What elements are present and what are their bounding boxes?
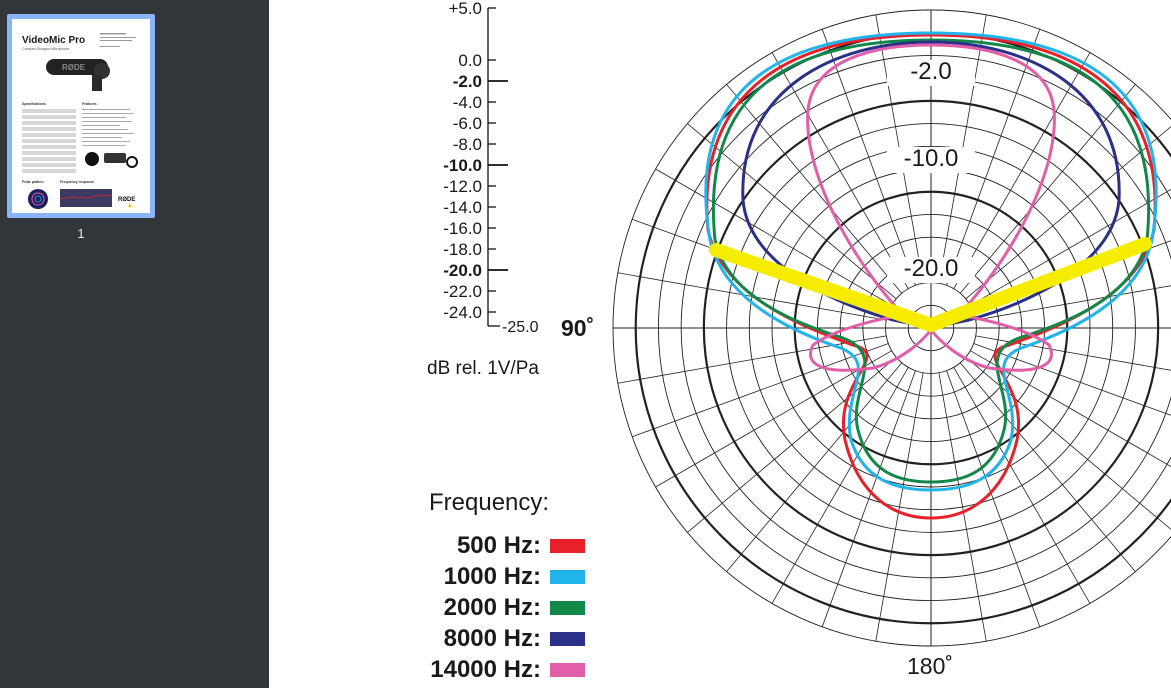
scale-unit: dB rel. 1V/Pa (427, 358, 539, 379)
thumb-brand: RØDE (62, 63, 86, 72)
scale-tick-label: -6.0 (453, 114, 482, 133)
ring-label: -2.0 (910, 58, 951, 85)
accessory-icons (85, 152, 138, 168)
legend-label: 2000 Hz: (444, 594, 541, 621)
scale-tick-label: -2.0 (453, 72, 482, 91)
legend-label: 14000 Hz: (430, 656, 541, 683)
scale-tick-label: -20.0 (443, 261, 482, 280)
yellow-v-annotation (709, 237, 1152, 333)
legend-swatch (550, 663, 585, 677)
scale-tick-label: -4.0 (453, 93, 482, 112)
thumb-logo: RØDE (118, 197, 135, 203)
curve-1000hz (704, 31, 1158, 492)
scale-tick-label: -24.0 (443, 303, 482, 322)
polar-pattern-figure: +5.0 0.0 -2.0 -4.0 -6.0 -8.0 -10.0 -12.0 -14.0 -1… (427, 0, 1171, 683)
legend-title: Frequency: (429, 489, 549, 516)
features-list (82, 109, 134, 146)
polar-plot: -2.0 -10.0 -20.0 90˚ 180˚ (553, 9, 1171, 679)
thumbnail-page: VideoMic Pro Compact Shotgun Microphone … (12, 19, 150, 213)
legend-label: 500 Hz: (457, 532, 541, 559)
scale-tick-label: -8.0 (453, 135, 482, 154)
scale-tick-label: -22.0 (443, 282, 482, 301)
ring-label: -10.0 (904, 145, 959, 172)
thumb-frequency-chart (59, 189, 113, 207)
thumb-features-heading: Features (82, 102, 97, 106)
legend-swatch (550, 601, 585, 615)
thumb-title: VideoMic Pro (22, 35, 85, 46)
angle-90-label: 90˚ (561, 315, 594, 341)
page-number: 1 (77, 226, 85, 241)
thumb-polar-heading: Polar pattern (22, 180, 44, 184)
scale-tick-label: -16.0 (443, 219, 482, 238)
legend-swatch (550, 539, 585, 553)
legend-label: 1000 Hz: (444, 563, 541, 590)
scale-tick-label: -10.0 (443, 156, 482, 175)
thumb-specs-heading: Specifications (22, 102, 46, 106)
document-view[interactable]: +5.0 0.0 -2.0 -4.0 -6.0 -8.0 -10.0 -12.0 -14.0 -1… (269, 0, 1171, 688)
legend-swatch (550, 632, 585, 646)
db-scale: +5.0 0.0 -2.0 -4.0 -6.0 -8.0 -10.0 -12.0 -14.0 -1… (427, 0, 539, 379)
frequency-legend: Frequency: 500 Hz: 1000 Hz: 2000 Hz: 8000 Hz… (429, 489, 585, 683)
scale-tick-label: 0.0 (458, 51, 482, 70)
scale-tick-label: -18.0 (443, 240, 482, 259)
thumb-freq-heading: Frequency response (60, 180, 94, 184)
spec-table (22, 109, 76, 173)
thumbnail-sidebar: VideoMic Pro Compact Shotgun Microphone … (0, 0, 269, 688)
microphone-image: RØDE (46, 59, 110, 91)
legend-label: 8000 Hz: (444, 625, 541, 652)
ring-label: -20.0 (904, 255, 959, 282)
scale-tick-label: -12.0 (443, 177, 482, 196)
scale-bottom-label: -25.0 (502, 319, 539, 336)
legend-swatch (550, 570, 585, 584)
thumb-polar-pattern (28, 189, 48, 209)
scale-tick-label: -14.0 (443, 198, 482, 217)
page-thumbnail[interactable]: VideoMic Pro Compact Shotgun Microphone … (7, 14, 155, 218)
thumb-subtitle: Compact Shotgun Microphone (22, 47, 69, 51)
angle-180-label: 180˚ (907, 653, 953, 679)
scale-tick-label: +5.0 (448, 0, 482, 18)
